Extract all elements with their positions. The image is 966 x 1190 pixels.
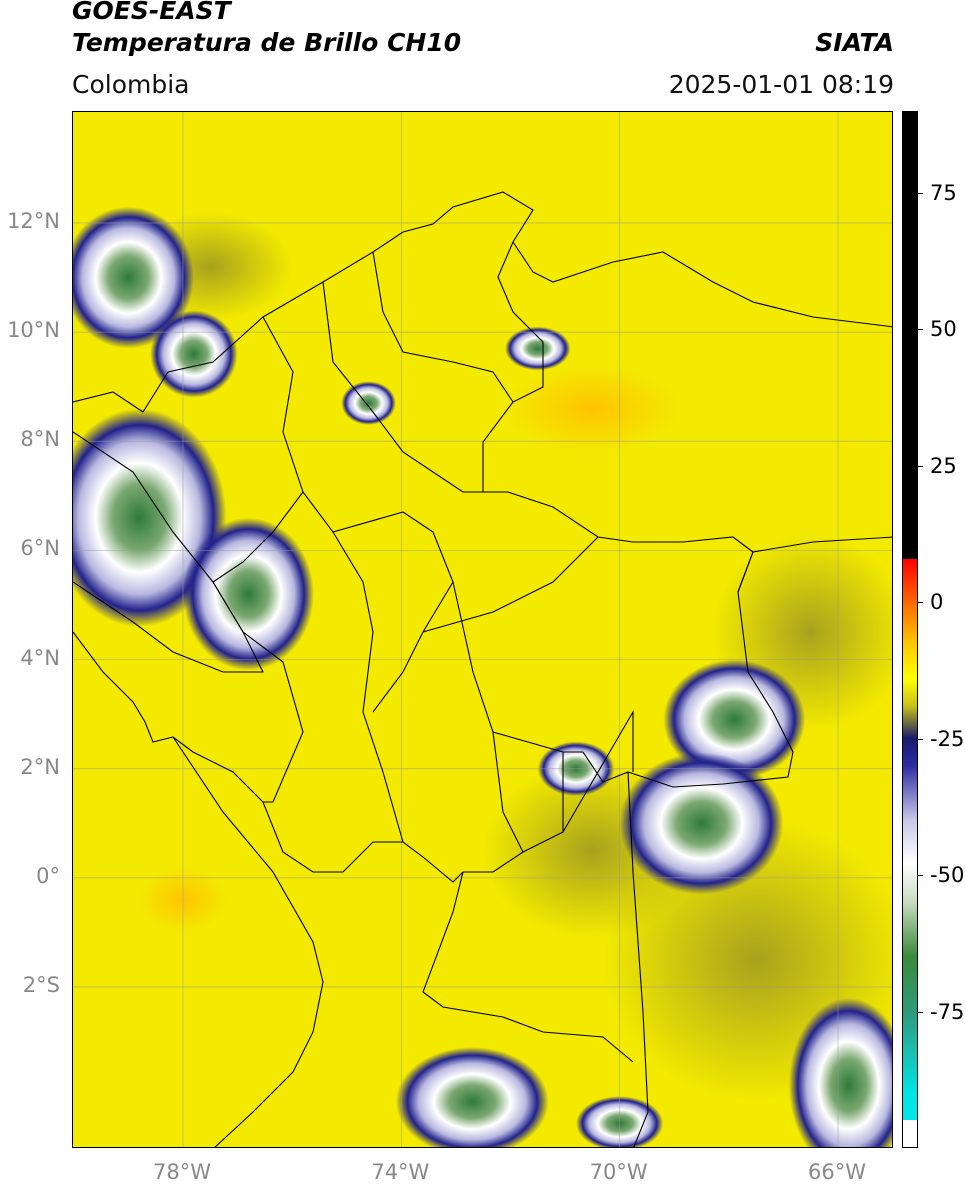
dept-7: [212, 581, 304, 803]
cloud-cell: [619, 752, 784, 895]
cloud-cell: [788, 997, 892, 1147]
colorbar-tick: [917, 738, 923, 740]
product-title: Temperatura de Brillo CH10: [72, 28, 462, 57]
warm-spots: [139, 364, 680, 933]
graticule: [73, 112, 892, 1147]
ecuador-border: [172, 736, 324, 1147]
dept-9: [492, 731, 524, 853]
borders: [73, 191, 892, 1147]
lat-tick-label: 2°N: [20, 754, 60, 779]
lon-tick-label: 70°W: [589, 1160, 648, 1184]
dept-8: [212, 491, 304, 583]
cloud-cells: [73, 206, 892, 1147]
colorbar-tick-label: 25: [930, 453, 957, 478]
colorbar-tick-label: 0: [930, 590, 944, 615]
colorbar-tick: [917, 875, 923, 877]
cloud-cell: [505, 326, 571, 371]
brazil-border: [627, 771, 649, 1147]
peru-border: [422, 871, 634, 1063]
colorbar-tick-label: -75: [930, 999, 965, 1024]
dept-2: [372, 251, 514, 403]
colorbar-tick: [917, 602, 923, 604]
colorbar-tick: [917, 465, 923, 467]
satellite-title: GOES-EAST: [72, 0, 231, 25]
region-label: Colombia: [72, 70, 190, 99]
colorbar-tick: [917, 192, 923, 194]
cloud-cell: [341, 381, 396, 425]
lon-tick-label: 78°W: [153, 1160, 211, 1184]
timestamp-label: 2025-01-01 08:19: [668, 70, 894, 99]
lat-tick-label: 4°N: [20, 645, 60, 670]
dept-6: [452, 581, 564, 753]
lon-tick-label: 66°W: [808, 1160, 866, 1184]
venezuela-south: [562, 536, 892, 833]
cloud-cell: [395, 1047, 549, 1147]
colombia-outline: [73, 191, 794, 883]
colorbar-tick-label: 50: [930, 317, 957, 342]
lat-tick-label: 12°N: [7, 209, 60, 233]
colorbar: [902, 111, 918, 1148]
warm-spot: [505, 364, 680, 453]
lat-tick-label: 10°N: [7, 318, 60, 343]
dept-3: [262, 316, 404, 843]
lat-tick-label: 2°S: [22, 973, 60, 997]
satellite-map[interactable]: [72, 111, 893, 1148]
lat-tick-label: 0°: [36, 863, 60, 888]
cloud-cell: [183, 517, 314, 671]
dept-5: [422, 536, 599, 633]
lat-tick-label: 8°N: [20, 427, 60, 452]
lon-tick-label: 74°W: [371, 1160, 430, 1184]
colorbar-tick-label: 75: [930, 180, 957, 205]
panama-region: [73, 391, 264, 673]
brand-label: SIATA: [815, 28, 894, 57]
dept-1: [322, 281, 483, 493]
venezuela-coast: [512, 241, 892, 328]
colorbar-tick-label: -50: [930, 863, 965, 888]
cloud-cell: [150, 310, 238, 398]
colorbar-tick: [917, 329, 923, 331]
colorbar-tick: [917, 1011, 923, 1013]
cloud-cell: [663, 659, 806, 780]
lat-tick-label: 6°N: [20, 536, 60, 561]
map-canvas: [73, 112, 892, 1147]
cloud-cell: [73, 206, 194, 349]
colorbar-tick-label: -25: [930, 726, 965, 751]
